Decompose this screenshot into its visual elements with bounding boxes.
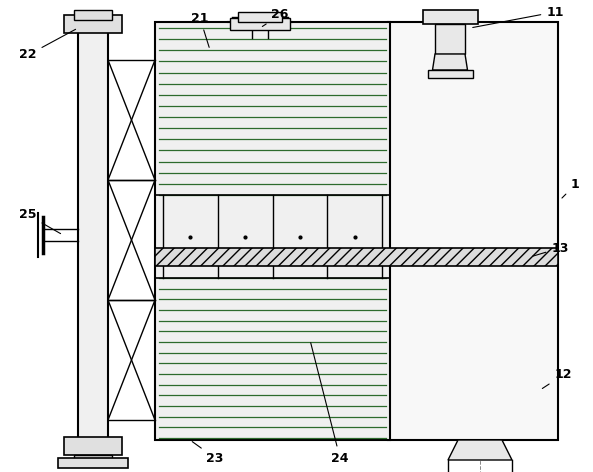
Bar xyxy=(435,24,465,54)
Text: 22: 22 xyxy=(19,29,75,61)
Text: 25: 25 xyxy=(19,209,60,234)
Text: 26: 26 xyxy=(262,8,289,26)
Bar xyxy=(428,70,473,78)
Bar xyxy=(74,10,112,20)
Bar xyxy=(64,15,122,33)
Polygon shape xyxy=(432,54,467,70)
Text: 21: 21 xyxy=(192,11,209,47)
Text: 12: 12 xyxy=(543,369,572,388)
Bar xyxy=(58,458,128,468)
Bar xyxy=(388,22,558,440)
Bar xyxy=(74,455,112,465)
Text: 1: 1 xyxy=(562,178,579,198)
Text: 24: 24 xyxy=(311,343,349,464)
Bar xyxy=(78,25,108,440)
Bar xyxy=(238,12,282,22)
Text: 11: 11 xyxy=(473,6,564,27)
Bar xyxy=(155,248,558,266)
Bar xyxy=(422,10,477,24)
Bar xyxy=(155,22,390,440)
Text: 23: 23 xyxy=(192,442,224,464)
Bar xyxy=(64,437,122,455)
Bar xyxy=(230,18,290,30)
Polygon shape xyxy=(448,440,512,460)
Text: 13: 13 xyxy=(533,242,569,256)
